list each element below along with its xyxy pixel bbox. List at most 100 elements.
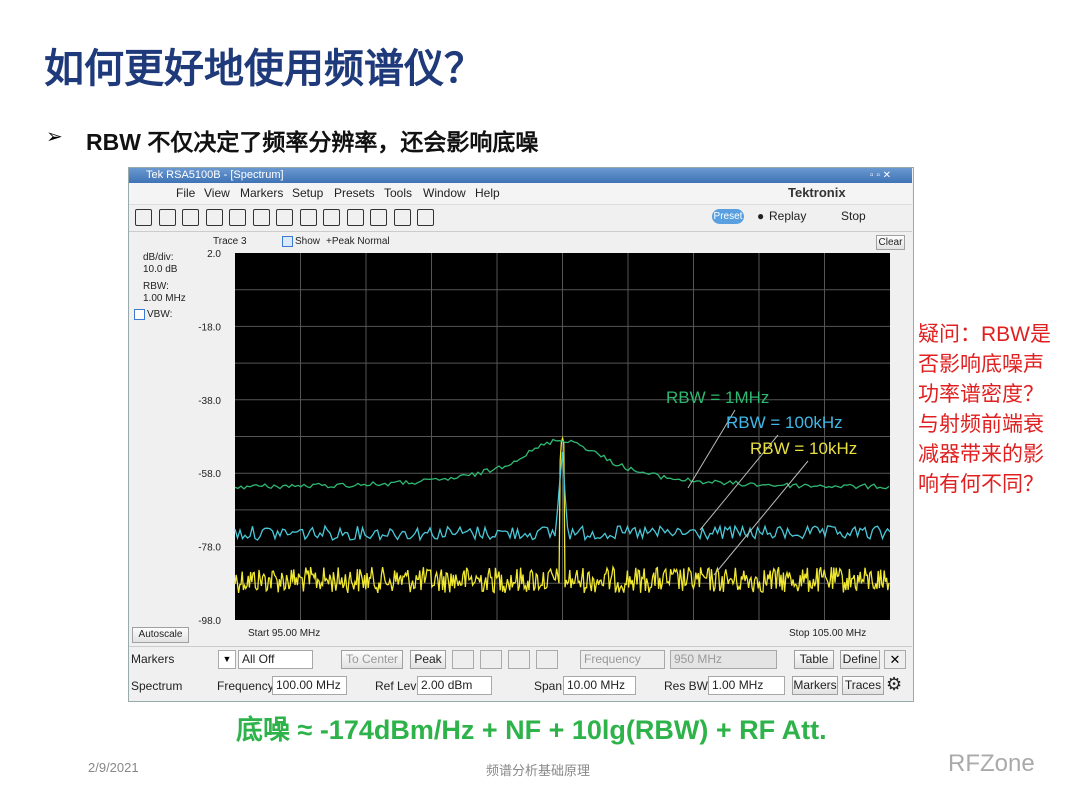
toolbar-icon[interactable]	[182, 209, 199, 226]
toolbar-icon[interactable]	[417, 209, 434, 226]
show-check[interactable]	[282, 236, 293, 247]
setting-text: VBW:	[147, 309, 173, 320]
toolbar-icon[interactable]	[252, 209, 270, 226]
spectrum-row-item: Frequency	[217, 679, 274, 693]
y-tick-label: -78.0	[198, 543, 221, 554]
toolbar-icon[interactable]	[346, 209, 364, 226]
annotation: RBW = 1MHz	[666, 388, 769, 407]
stop-label[interactable]: Stop	[841, 209, 866, 223]
spectrum-row-item: Span	[534, 679, 563, 693]
spectrum-row-item: Res BW	[664, 679, 709, 693]
setting-text: RBW:	[143, 281, 169, 292]
row-sep	[129, 646, 912, 647]
y-tick-label: -58.0	[198, 469, 221, 480]
toolbar-icon[interactable]	[323, 209, 340, 226]
toolbar-icon[interactable]	[135, 209, 152, 226]
setting-text: 10.0 dB	[143, 264, 178, 275]
spectrum-row-item: Spectrum	[131, 679, 183, 693]
replay-label[interactable]: Replay	[769, 209, 807, 223]
nav-button[interactable]	[508, 650, 530, 669]
toolbar-icon[interactable]	[276, 209, 293, 226]
annotation: RBW = 100kHz	[726, 413, 843, 432]
vbw-check[interactable]	[134, 309, 145, 320]
toolbar-icon[interactable]	[158, 209, 176, 226]
markers-row-item: Markers	[131, 652, 175, 666]
note-line: 响有何不同？	[918, 473, 1044, 496]
window-controls[interactable]: ▫ ▫ ✕	[870, 170, 892, 181]
gear-icon[interactable]: ⚙	[886, 674, 903, 694]
preset-button[interactable]: Preset	[712, 209, 744, 224]
spectrum-row-item[interactable]: 100.00 MHz	[272, 676, 347, 695]
brand: Tektronix	[788, 185, 846, 200]
annotation: RBW = 10kHz	[750, 439, 857, 458]
menu-item[interactable]: Markers	[240, 186, 284, 200]
nav-button[interactable]	[536, 650, 558, 669]
toolbar-icon[interactable]	[370, 209, 387, 226]
spectrum-plot: 2.0 -18.0 -38.0 -58.0 -78.0 -98.0 RBW = 1MHz RB…	[198, 249, 891, 627]
menu-bar	[129, 183, 912, 205]
markers-row-item[interactable]: To Center	[341, 650, 403, 669]
footer-center: 频谱分析基础原理	[486, 763, 591, 778]
setting-text: 1.00 MHz	[143, 293, 186, 304]
toolbar-icon[interactable]	[205, 209, 223, 226]
y-tick-label: -18.0	[198, 322, 221, 333]
nav-button[interactable]	[452, 650, 474, 669]
markers-row-item[interactable]: Define	[840, 650, 880, 669]
formula: 底噪 ≈ -174dBm/Hz + NF + 10lg(RBW) + RF At…	[236, 715, 827, 745]
note-line: 否影响底噪声	[918, 353, 1044, 376]
trace-10khz	[234, 435, 890, 594]
menu-item[interactable]: Help	[475, 186, 500, 200]
note-line: 减器带来的影	[918, 443, 1044, 466]
spectrum-row-item[interactable]: 1.00 MHz	[708, 676, 785, 695]
markers-row-item[interactable]: All Off	[238, 650, 313, 669]
spectrum-row-item: Ref Lev	[375, 679, 417, 693]
detector: +Peak Normal	[326, 236, 390, 247]
y-tick-label: -38.0	[198, 396, 221, 407]
window-title: Tek RSA5100B - [Spectrum]	[146, 169, 284, 181]
menu-item[interactable]: Setup	[292, 186, 324, 200]
replay-button[interactable]: ●	[757, 209, 765, 223]
trace-name: Trace 3	[213, 236, 247, 247]
slide-title: 如何更好地使用频谱仪？	[44, 45, 484, 92]
footer-date: 2/9/2021	[88, 760, 139, 775]
trace-100khz	[234, 451, 891, 542]
spectrum-row-item[interactable]: 10.00 MHz	[563, 676, 636, 695]
markers-row-item[interactable]: Frequency	[580, 650, 665, 669]
stop-freq-label: Stop 105.00 MHz	[789, 628, 867, 639]
toolbar-sep	[129, 231, 912, 232]
window-titlebar	[129, 168, 912, 183]
toolbar-icon[interactable]	[229, 209, 246, 226]
toolbar-icon[interactable]	[393, 209, 411, 226]
menu-item[interactable]: File	[176, 186, 196, 200]
clear-button[interactable]: Clear	[876, 235, 905, 250]
menu-item[interactable]: Presets	[334, 186, 375, 200]
annotation-leader	[713, 460, 809, 576]
bullet-text: RBW 不仅决定了频率分辨率，还会影响底噪	[86, 129, 539, 155]
markers-row-item[interactable]: Peak	[410, 650, 446, 669]
menu-item[interactable]: View	[204, 186, 230, 200]
spectrum-row-item[interactable]: Markers	[792, 676, 838, 695]
y-tick-label: 2.0	[207, 249, 221, 260]
trace-1mhz	[234, 438, 890, 490]
spectrum-row-item[interactable]: 2.00 dBm	[417, 676, 492, 695]
autoscale-button[interactable]: Autoscale	[132, 627, 189, 643]
close-button[interactable]: ✕	[884, 650, 906, 669]
note-line: 功率谱密度？	[918, 383, 1044, 406]
footer-logo: RFZone	[948, 750, 1035, 777]
toolbar-icon[interactable]	[299, 209, 317, 226]
start-label: Start 95.00 MHz	[248, 628, 321, 639]
y-tick-label: -98.0	[198, 616, 221, 627]
note-line: 疑问：RBW是	[918, 323, 1051, 346]
markers-row-item[interactable]: 950 MHz	[670, 650, 777, 669]
bullet-marker: ➢	[46, 126, 63, 148]
dropdown[interactable]: ▼	[218, 650, 236, 669]
menu-item[interactable]: Window	[423, 186, 466, 200]
markers-row-item[interactable]: Table	[794, 650, 834, 669]
nav-button[interactable]	[480, 650, 502, 669]
annotation-leader	[687, 409, 736, 489]
show-label: Show	[295, 236, 321, 247]
menu-item[interactable]: Tools	[384, 186, 413, 200]
spectrum-row-item[interactable]: Traces	[842, 676, 884, 695]
setting-text: dB/div:	[143, 252, 174, 263]
